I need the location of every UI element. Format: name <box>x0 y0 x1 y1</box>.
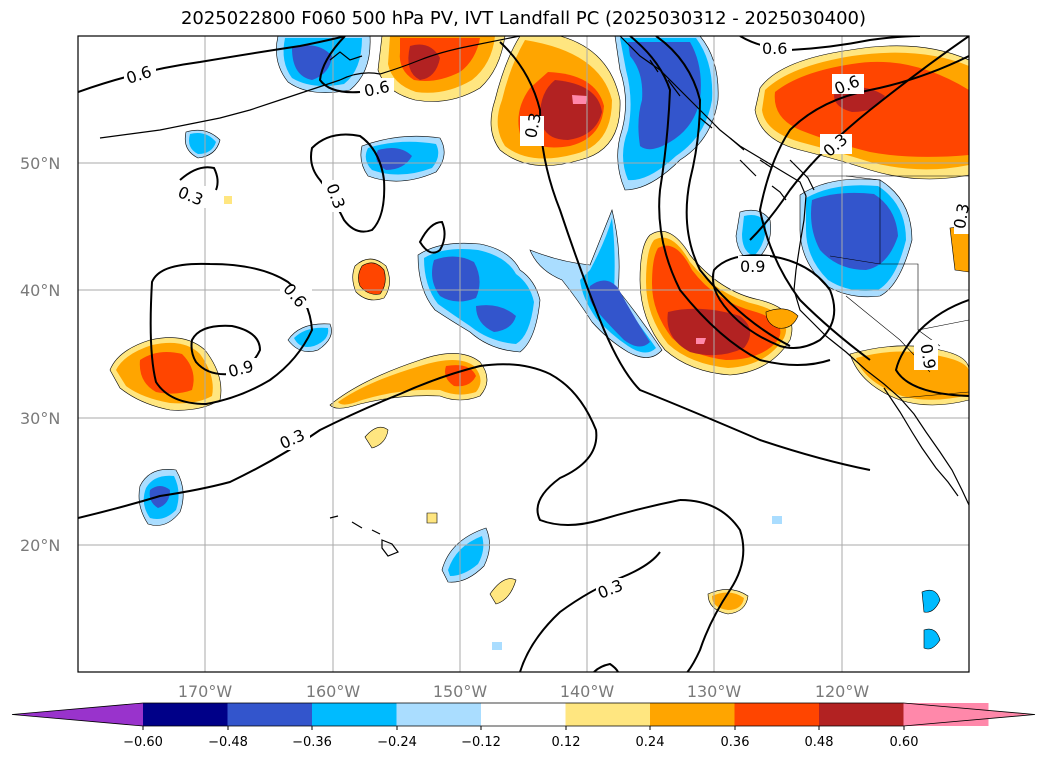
colorbar-tick-label: −0.60 <box>123 735 163 750</box>
lon-label: 140°W <box>560 682 615 701</box>
lon-label: 170°W <box>178 682 233 701</box>
lon-label: 150°W <box>433 682 488 701</box>
colorbar-tick-label: −0.24 <box>377 735 417 750</box>
contour-label: 0.6 <box>362 77 391 101</box>
gridlines <box>78 36 969 672</box>
lon-label: 130°W <box>687 682 742 701</box>
contour-label: 0.9 <box>740 257 765 276</box>
colorbar-tick-label: −0.12 <box>461 735 501 750</box>
colorbar-tick-label: 0.36 <box>721 735 750 750</box>
contour-label: 0.9 <box>916 342 939 370</box>
coastlines <box>99 36 969 557</box>
longitude-labels: 170°W 160°W 150°W 140°W 130°W 120°W <box>178 682 870 701</box>
contour-label: 0.3 <box>950 202 973 230</box>
lat-label: 20°N <box>20 536 60 555</box>
colorbar-tick-label: 0.60 <box>890 735 919 750</box>
colorbar-segment <box>565 703 651 726</box>
colorbar-extend-max <box>903 703 1035 726</box>
colorbar-tick-label: 0.24 <box>636 735 665 750</box>
colorbar-tick-label: 0.12 <box>552 735 581 750</box>
contour-label: 0.3 <box>521 111 545 140</box>
map-area: 0.6 0.6 0.6 0.6 0.3 0.3 0.3 0.3 0.6 0.9 … <box>78 36 973 672</box>
contour-labels: 0.6 0.6 0.6 0.6 0.3 0.3 0.3 0.3 0.6 0.9 … <box>124 38 973 603</box>
colorbar-tick-label: −0.48 <box>208 735 248 750</box>
colorbar-tick-label: 0.48 <box>805 735 834 750</box>
colorbar-segment <box>312 703 397 726</box>
colorbar-segment <box>143 703 228 726</box>
lon-label: 160°W <box>306 682 361 701</box>
map-title: 2025022800 F060 500 hPa PV, IVT Landfall… <box>180 8 867 29</box>
map-frame <box>77 35 970 673</box>
colorbar-segment <box>650 703 735 726</box>
colorbar-segment <box>734 703 820 726</box>
colorbar-segment <box>227 703 313 726</box>
lat-label: 30°N <box>20 409 60 428</box>
lat-label: 40°N <box>20 281 60 300</box>
colorbar-segment <box>819 703 904 726</box>
colorbar-tick-label: −0.36 <box>292 735 332 750</box>
colorbar-segment <box>396 703 482 726</box>
lon-label: 120°W <box>815 682 870 701</box>
contour-label: 0.6 <box>762 39 787 58</box>
colorbar-segment <box>481 703 566 726</box>
lat-label: 50°N <box>20 154 60 173</box>
colorbar: −0.60 −0.48 −0.36 −0.24 −0.12 0.12 0.24 0.36 0.4… <box>11 702 1036 750</box>
colorbar-extend-min <box>12 703 143 726</box>
latitude-labels: 50°N 40°N 30°N 20°N <box>20 154 60 555</box>
